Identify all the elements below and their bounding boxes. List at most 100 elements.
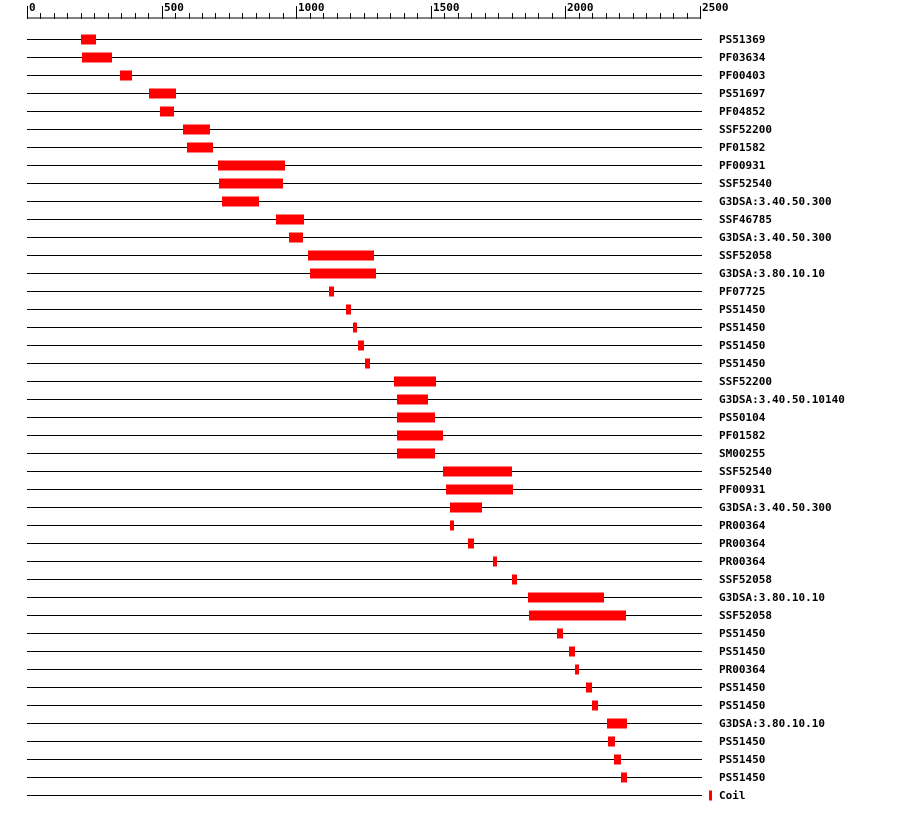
- feature-bar[interactable]: [218, 160, 285, 171]
- feature-label: SSF52540: [719, 177, 772, 190]
- feature-bar[interactable]: [397, 448, 435, 459]
- tick-label: 1500: [433, 1, 460, 14]
- feature-bar[interactable]: [614, 754, 621, 765]
- feature-row: PF03634: [27, 51, 766, 64]
- feature-bar[interactable]: [443, 466, 512, 477]
- feature-row: PS51450: [27, 735, 765, 748]
- feature-label: PF00403: [719, 69, 765, 82]
- feature-label: PF03634: [719, 51, 766, 64]
- feature-label: PF01582: [719, 141, 765, 154]
- feature-bar[interactable]: [450, 520, 454, 531]
- feature-bar[interactable]: [529, 610, 626, 621]
- feature-label: PF00931: [719, 159, 766, 172]
- feature-row: G3DSA:3.80.10.10: [27, 717, 825, 730]
- feature-label: G3DSA:3.80.10.10: [719, 267, 825, 280]
- feature-bar[interactable]: [276, 214, 304, 225]
- feature-label: PF01582: [719, 429, 765, 442]
- feature-label: PF00931: [719, 483, 766, 496]
- feature-bar[interactable]: [450, 502, 482, 513]
- feature-bar[interactable]: [187, 142, 213, 153]
- feature-label: PS51450: [719, 645, 765, 658]
- feature-bar[interactable]: [310, 268, 376, 279]
- feature-bar[interactable]: [592, 700, 598, 711]
- feature-row: PF07725: [27, 285, 765, 298]
- feature-bar[interactable]: [222, 196, 259, 207]
- feature-label: PS51450: [719, 681, 765, 694]
- feature-label: G3DSA:3.80.10.10: [719, 717, 825, 730]
- feature-label: G3DSA:3.40.50.300: [719, 231, 832, 244]
- feature-label: PS51450: [719, 357, 765, 370]
- feature-bar[interactable]: [586, 682, 592, 693]
- feature-row: SSF52540: [27, 465, 772, 478]
- feature-bar[interactable]: [607, 718, 627, 729]
- feature-row: G3DSA:3.40.50.300: [27, 195, 832, 208]
- feature-label: G3DSA:3.40.50.300: [719, 501, 832, 514]
- feature-bar[interactable]: [289, 232, 303, 243]
- feature-bar[interactable]: [575, 664, 579, 675]
- tick-label: 1000: [298, 1, 325, 14]
- feature-row: SSF52058: [27, 573, 772, 586]
- feature-bar[interactable]: [468, 538, 474, 549]
- feature-bar[interactable]: [569, 646, 575, 657]
- feature-row: PS51450: [27, 681, 765, 694]
- feature-bar[interactable]: [512, 574, 517, 585]
- feature-label: G3DSA:3.80.10.10: [719, 591, 825, 604]
- feature-row: PR00364: [27, 663, 766, 676]
- feature-row: PF04852: [27, 105, 765, 118]
- feature-label: PS51450: [719, 321, 765, 334]
- feature-bar[interactable]: [528, 592, 604, 603]
- feature-label: G3DSA:3.40.50.300: [719, 195, 832, 208]
- feature-bar[interactable]: [397, 394, 428, 405]
- position-axis: 0 500 1000 1500 2000 2500: [27, 1, 729, 19]
- feature-label: PS51450: [719, 627, 765, 640]
- feature-row: SSF52200: [27, 375, 772, 388]
- feature-bar[interactable]: [446, 484, 513, 495]
- feature-row: Coil: [27, 789, 746, 802]
- feature-bar[interactable]: [346, 304, 351, 315]
- feature-label: Coil: [719, 789, 746, 802]
- feature-bar[interactable]: [183, 124, 210, 135]
- feature-row: PS51369: [27, 33, 765, 46]
- feature-row: PF00931: [27, 483, 766, 496]
- feature-row: PF01582: [27, 141, 765, 154]
- feature-label: SSF52058: [719, 249, 772, 262]
- feature-bar[interactable]: [81, 34, 96, 45]
- feature-label: PS51450: [719, 753, 765, 766]
- feature-row: PS51450: [27, 699, 765, 712]
- feature-label: PS51450: [719, 699, 765, 712]
- feature-row: PS51450: [27, 339, 765, 352]
- feature-bar[interactable]: [493, 556, 497, 567]
- feature-bar[interactable]: [82, 52, 112, 63]
- feature-row: PS51450: [27, 645, 765, 658]
- feature-bar[interactable]: [358, 340, 364, 351]
- feature-bar[interactable]: [557, 628, 563, 639]
- feature-label: SSF52058: [719, 609, 772, 622]
- feature-bar[interactable]: [308, 250, 374, 261]
- feature-row: PS51450: [27, 321, 765, 334]
- feature-label: PR00364: [719, 663, 766, 676]
- feature-bar[interactable]: [365, 358, 370, 369]
- feature-bar[interactable]: [394, 376, 436, 387]
- feature-bar[interactable]: [120, 70, 132, 81]
- feature-label: PS51450: [719, 771, 765, 784]
- feature-label: SSF46785: [719, 213, 772, 226]
- feature-bar[interactable]: [149, 88, 176, 99]
- feature-row: SSF52058: [27, 249, 772, 262]
- feature-bar[interactable]: [608, 736, 615, 747]
- feature-bar[interactable]: [397, 430, 443, 441]
- feature-label: PS51369: [719, 33, 765, 46]
- feature-bar[interactable]: [160, 106, 174, 117]
- feature-bar[interactable]: [353, 322, 357, 333]
- feature-bar[interactable]: [709, 790, 712, 801]
- feature-row: G3DSA:3.80.10.10: [27, 267, 825, 280]
- feature-bar[interactable]: [329, 286, 334, 297]
- feature-bar[interactable]: [621, 772, 627, 783]
- feature-bar[interactable]: [397, 412, 435, 423]
- feature-row: PR00364: [27, 537, 766, 550]
- feature-row: SSF52540: [27, 177, 772, 190]
- feature-row: G3DSA:3.40.50.300: [27, 501, 832, 514]
- feature-label: PS51450: [719, 339, 765, 352]
- feature-bar[interactable]: [219, 178, 283, 189]
- feature-row: PS51450: [27, 627, 765, 640]
